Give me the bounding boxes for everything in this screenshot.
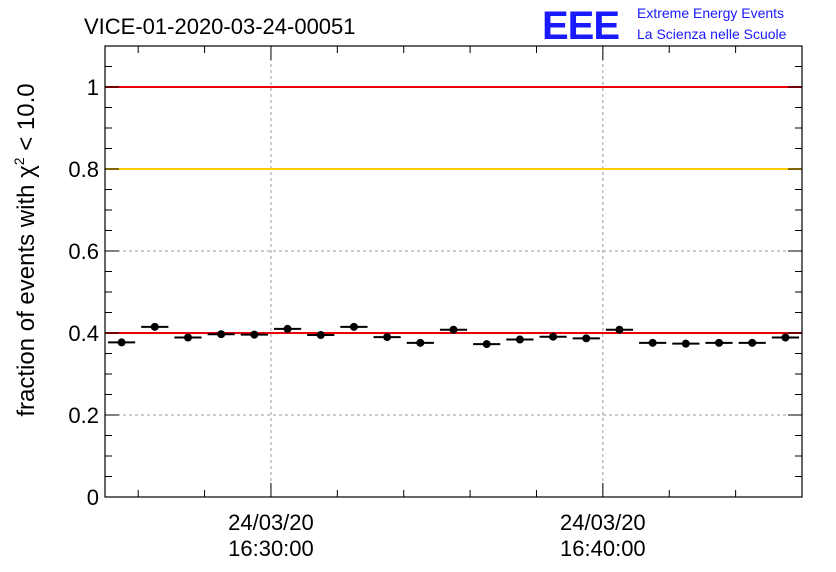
y-axis-label-tail: < 10.0	[13, 83, 40, 157]
svg-text:fraction of events with χ2 < 1: fraction of events with χ2 < 10.0	[11, 83, 40, 416]
y-axis-label-sup: 2	[11, 157, 27, 165]
data-point	[150, 322, 159, 331]
reference-lines	[105, 86, 802, 334]
data-point	[781, 333, 790, 342]
data-point	[416, 338, 425, 347]
grid	[105, 46, 802, 497]
x-tick-label: 24/03/20	[560, 510, 646, 535]
logo-line-2: La Scienza nelle Scuole	[637, 26, 787, 42]
axes	[104, 45, 803, 498]
data-point	[349, 322, 358, 331]
data-point	[681, 339, 690, 348]
data-point	[316, 331, 325, 340]
x-tick-label: 16:30:00	[228, 536, 314, 561]
logo-mark: EEE	[542, 4, 619, 48]
y-tick-label: 0.8	[68, 157, 99, 182]
y-axis-label: fraction of events with χ2 < 10.0	[11, 83, 40, 416]
data-point	[615, 325, 624, 334]
data-point	[515, 335, 524, 344]
data-points	[108, 322, 799, 349]
data-point	[449, 325, 458, 334]
chart-title: VICE-01-2020-03-24-00051	[84, 14, 356, 39]
data-point	[582, 334, 591, 343]
data-point	[748, 338, 757, 347]
y-tick-labels: 0 0.2 0.4 0.6 0.8 1	[68, 75, 99, 510]
data-point	[715, 338, 724, 347]
logo-line-1: Extreme Energy Events	[637, 5, 784, 21]
data-point	[383, 333, 392, 342]
data-point	[117, 338, 126, 347]
y-tick-label: 0.4	[68, 321, 99, 346]
data-point	[549, 332, 558, 341]
data-point	[648, 338, 657, 347]
data-point	[217, 330, 226, 339]
data-point	[482, 340, 491, 349]
eee-logo: EEE Extreme Energy Events La Scienza nel…	[542, 4, 787, 48]
plot-frame	[104, 45, 803, 498]
data-point	[250, 330, 259, 339]
data-point	[283, 324, 292, 333]
y-tick-label: 1	[87, 75, 99, 100]
y-axis-label-main: fraction of events with χ	[13, 165, 40, 417]
x-tick-label: 24/03/20	[228, 510, 314, 535]
x-tick-label: 16:40:00	[560, 536, 646, 561]
y-tick-label: 0	[87, 485, 99, 510]
y-tick-label: 0.6	[68, 239, 99, 264]
data-point	[183, 333, 192, 342]
y-tick-label: 0.2	[68, 403, 99, 428]
